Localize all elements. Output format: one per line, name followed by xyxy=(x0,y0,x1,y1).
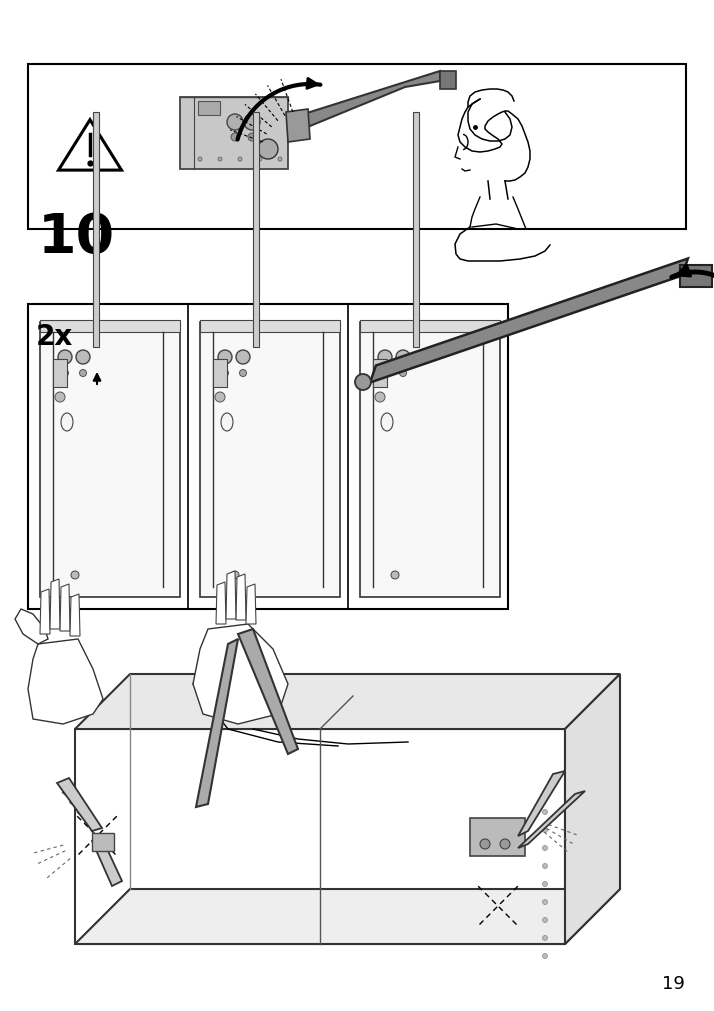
Bar xyxy=(360,320,500,333)
Bar xyxy=(75,729,565,944)
Circle shape xyxy=(543,828,548,833)
Polygon shape xyxy=(193,625,288,724)
Bar xyxy=(53,360,67,387)
Circle shape xyxy=(543,900,548,905)
Circle shape xyxy=(258,158,262,162)
Bar xyxy=(470,818,525,856)
Circle shape xyxy=(55,392,65,402)
Circle shape xyxy=(76,351,90,365)
Circle shape xyxy=(543,918,548,923)
Polygon shape xyxy=(40,589,50,634)
Polygon shape xyxy=(70,594,80,636)
Circle shape xyxy=(355,375,371,390)
Bar xyxy=(360,323,500,598)
Circle shape xyxy=(543,882,548,887)
Bar xyxy=(253,113,259,348)
Circle shape xyxy=(381,370,388,377)
Bar xyxy=(200,323,340,598)
Circle shape xyxy=(236,351,250,365)
Polygon shape xyxy=(518,792,585,848)
Circle shape xyxy=(244,115,260,130)
Bar xyxy=(213,360,227,387)
Polygon shape xyxy=(75,889,620,944)
Circle shape xyxy=(198,158,202,162)
Bar xyxy=(440,72,456,90)
Bar xyxy=(180,98,288,170)
Circle shape xyxy=(218,158,222,162)
Bar xyxy=(28,304,508,610)
Bar xyxy=(198,102,220,116)
Circle shape xyxy=(375,392,385,402)
Polygon shape xyxy=(59,120,121,171)
Polygon shape xyxy=(246,584,256,625)
Circle shape xyxy=(396,351,410,365)
Circle shape xyxy=(58,351,72,365)
Circle shape xyxy=(391,571,399,579)
Circle shape xyxy=(543,863,548,868)
Polygon shape xyxy=(370,259,688,383)
Polygon shape xyxy=(15,610,48,644)
Bar xyxy=(413,113,419,348)
Circle shape xyxy=(231,571,239,579)
Polygon shape xyxy=(236,574,246,621)
Bar xyxy=(92,833,114,851)
Circle shape xyxy=(400,370,406,377)
Polygon shape xyxy=(28,639,103,724)
Circle shape xyxy=(500,839,510,849)
Circle shape xyxy=(239,370,246,377)
Text: 10: 10 xyxy=(38,210,115,265)
Polygon shape xyxy=(565,674,620,944)
Bar xyxy=(40,320,180,333)
Bar xyxy=(200,320,340,333)
Circle shape xyxy=(258,140,278,160)
Text: 19: 19 xyxy=(662,974,685,992)
Circle shape xyxy=(79,370,86,377)
Circle shape xyxy=(248,133,256,142)
Circle shape xyxy=(227,115,243,130)
Polygon shape xyxy=(92,838,122,886)
Circle shape xyxy=(543,845,548,850)
Circle shape xyxy=(378,351,392,365)
Polygon shape xyxy=(50,579,60,630)
Text: 2x: 2x xyxy=(36,323,74,351)
Polygon shape xyxy=(286,110,310,143)
Circle shape xyxy=(231,133,239,142)
Circle shape xyxy=(543,953,548,958)
Polygon shape xyxy=(288,72,440,135)
Bar xyxy=(28,65,686,229)
Circle shape xyxy=(543,810,548,815)
Circle shape xyxy=(238,158,242,162)
Polygon shape xyxy=(518,771,565,836)
Ellipse shape xyxy=(381,413,393,432)
Bar xyxy=(40,323,180,598)
Polygon shape xyxy=(75,674,620,729)
Circle shape xyxy=(480,839,490,849)
Ellipse shape xyxy=(61,413,73,432)
Circle shape xyxy=(221,370,228,377)
Circle shape xyxy=(543,935,548,940)
Circle shape xyxy=(278,158,282,162)
Polygon shape xyxy=(60,584,70,632)
Bar xyxy=(680,266,712,288)
Polygon shape xyxy=(57,778,102,831)
Bar xyxy=(93,113,99,348)
Bar xyxy=(373,360,387,387)
Polygon shape xyxy=(226,571,236,620)
Circle shape xyxy=(543,792,548,797)
Circle shape xyxy=(61,370,69,377)
Polygon shape xyxy=(216,582,226,625)
Ellipse shape xyxy=(221,413,233,432)
Polygon shape xyxy=(238,630,298,754)
Polygon shape xyxy=(196,639,238,807)
Circle shape xyxy=(215,392,225,402)
Circle shape xyxy=(218,351,232,365)
Circle shape xyxy=(71,571,79,579)
